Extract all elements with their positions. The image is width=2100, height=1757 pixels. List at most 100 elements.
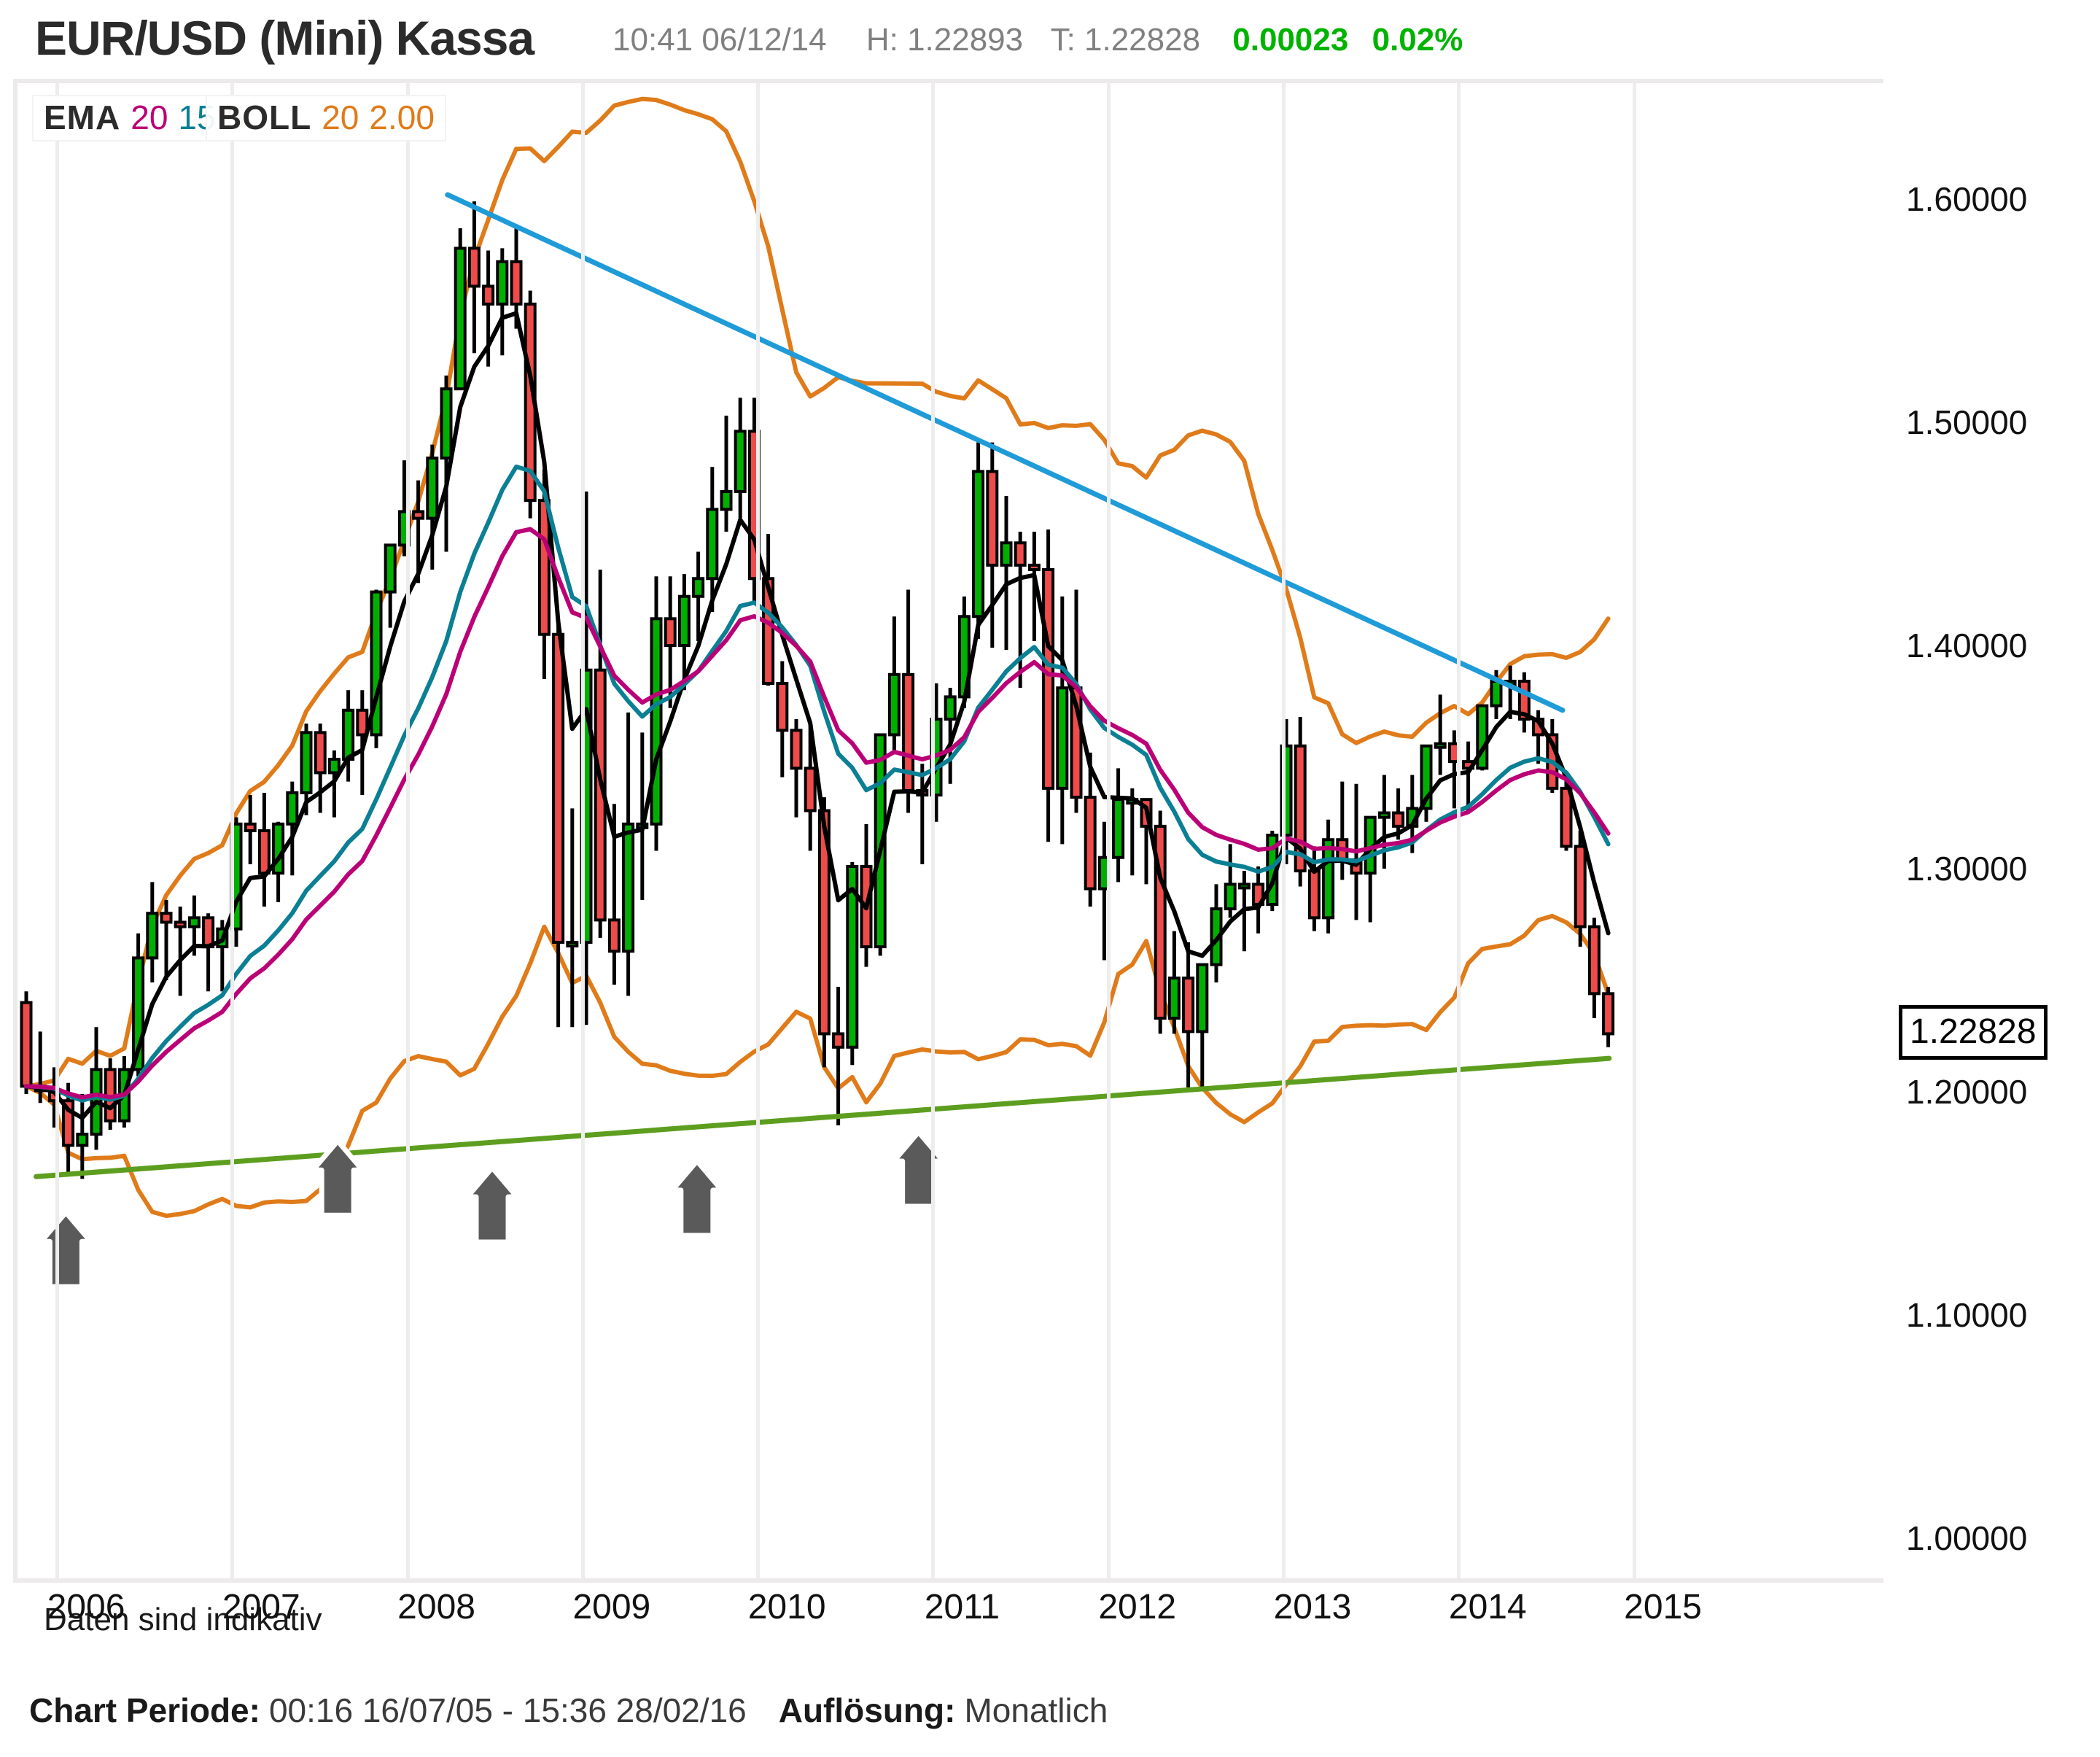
boll-upper-line (24, 96, 1611, 1089)
up-arrow-annotation[interactable] (464, 1165, 520, 1245)
candle-body (972, 470, 985, 618)
candle-body (1056, 686, 1069, 790)
candle-body (1224, 883, 1237, 911)
chart-canvas (18, 83, 1883, 1578)
x-axis-tick: 2012 (1098, 1588, 1177, 1626)
y-axis-tick: 1.00000 (1906, 1519, 2028, 1558)
quote-change-abs: 0.00023 (1232, 22, 1349, 58)
footer-period-value: 00:16 16/07/05 - 15:36 28/02/16 (268, 1691, 747, 1729)
candle-body (202, 916, 215, 949)
candle-body (1490, 680, 1503, 707)
trendline-resistance-down[interactable] (445, 192, 1566, 713)
quote-summary: 10:41 06/12/14 H: 1.22893 T: 1.22828 0.0… (612, 22, 1463, 58)
candle-body (257, 829, 271, 875)
time-axis: 2006 2007 2008 2009 2010 2011 2012 2013 2014 2015 (13, 1587, 1883, 1634)
candle-body (607, 918, 621, 953)
candle-body (762, 577, 775, 686)
gridline-year (931, 83, 936, 1578)
candle-body (720, 489, 733, 511)
up-arrow-annotation[interactable] (38, 1209, 93, 1289)
up-arrow-annotation[interactable] (891, 1129, 946, 1209)
gridline-year (756, 83, 761, 1578)
candle-body (944, 695, 957, 721)
indicative-note: Daten sind indikativ (44, 1602, 322, 1637)
candle-body (734, 430, 747, 493)
candle-body (622, 822, 635, 953)
candle-body (1237, 883, 1251, 890)
x-axis-tick: 2009 (572, 1588, 651, 1626)
candle-body (1392, 811, 1405, 828)
gridline-year (580, 83, 585, 1578)
y-axis-tick: 1.50000 (1906, 403, 2028, 442)
candlestick-chart (20, 96, 1615, 1289)
candle-body (537, 499, 551, 636)
candle-body (832, 1032, 845, 1049)
legend-ema-label: EMA (44, 98, 121, 136)
ema-5-line (24, 311, 1611, 1120)
candle-body (314, 731, 327, 775)
candle-body (20, 1001, 33, 1088)
candle-body (300, 731, 313, 794)
candle-body (174, 920, 187, 928)
candle-body (874, 733, 887, 949)
candle-body (1322, 838, 1335, 920)
candle-body (146, 912, 159, 960)
candle-body (384, 543, 397, 594)
candle-body (482, 284, 495, 306)
candle-body (706, 508, 719, 581)
candle-body (1084, 796, 1097, 891)
candle-body (1574, 845, 1587, 928)
candle-body (412, 510, 425, 520)
gridline-year (1281, 83, 1286, 1578)
candle-body (327, 758, 341, 775)
legend-boll-stddev: 2.00 (369, 98, 435, 136)
candle-body (244, 822, 257, 833)
candle-body (650, 617, 663, 826)
x-axis-tick: 2007 (222, 1588, 300, 1626)
candle-body (887, 672, 901, 737)
candle-body (552, 632, 565, 944)
page-title: EUR/USD (Mini) Kassa (35, 11, 534, 65)
candle-body (790, 729, 803, 770)
candle-body (187, 916, 201, 928)
gridline-year (55, 83, 59, 1578)
x-axis-tick: 2010 (747, 1588, 826, 1626)
legend-boll[interactable]: BOLL 20 2.00 (206, 95, 446, 141)
y-axis-tick: 1.20000 (1906, 1073, 2028, 1112)
gridline-year (1457, 83, 1461, 1578)
chart-header: EUR/USD (Mini) Kassa 10:41 06/12/14 H: 1… (0, 0, 2100, 82)
candle-body (1014, 541, 1027, 567)
up-arrow-annotation[interactable] (669, 1158, 725, 1238)
candle-body (1587, 925, 1601, 996)
quote-last: T: 1.22828 (1050, 22, 1201, 58)
candle-body (454, 247, 467, 391)
candle-body (342, 708, 355, 761)
candle-body (677, 594, 691, 648)
last-price-badge: 1.22828 (1899, 1004, 2048, 1060)
quote-high: H: 1.22893 (866, 22, 1024, 58)
candle-body (1377, 811, 1391, 819)
boll-lower-line (24, 913, 1611, 1218)
price-axis: 1.60000 1.50000 1.40000 1.30000 1.20000 1.100… (1893, 79, 2100, 1583)
footer-period-label: Chart Periode: (29, 1691, 260, 1729)
legend-boll-label: BOLL (217, 98, 312, 136)
x-axis-tick: 2008 (397, 1588, 475, 1626)
x-axis-tick: 2011 (924, 1588, 1000, 1626)
candle-body (440, 387, 453, 460)
candle-body (286, 791, 299, 826)
candle-body (1196, 963, 1209, 1033)
up-arrow-annotation[interactable] (310, 1138, 365, 1218)
candle-body (1027, 563, 1041, 572)
ema-20-line (24, 527, 1611, 1100)
candle-body (1560, 786, 1573, 848)
y-axis-tick: 1.30000 (1906, 850, 2028, 888)
footer-resolution-label: Auflösung: (778, 1691, 956, 1729)
x-axis-tick: 2014 (1448, 1588, 1527, 1626)
candle-body (510, 260, 523, 306)
x-axis-tick: 2013 (1273, 1588, 1352, 1626)
x-axis-tick: 2015 (1624, 1588, 1702, 1626)
gridline-year (405, 83, 410, 1578)
candle-body (986, 470, 999, 567)
trendline-support-up[interactable] (34, 1055, 1612, 1179)
